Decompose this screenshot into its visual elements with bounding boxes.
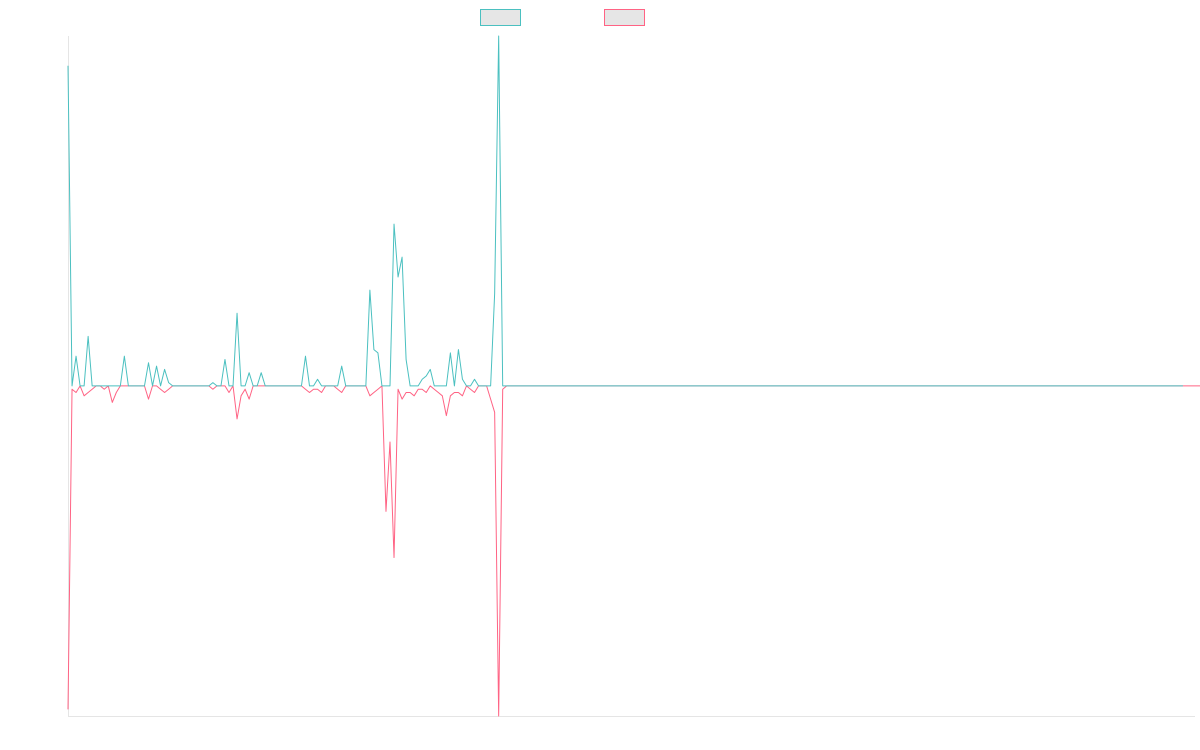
plot-area bbox=[67, 35, 1200, 717]
series-1-line bbox=[67, 35, 1183, 387]
legend-swatch-series-2[interactable] bbox=[604, 9, 645, 26]
series-2-line bbox=[67, 385, 1200, 717]
legend-swatch-series-1[interactable] bbox=[480, 9, 521, 26]
legend bbox=[480, 9, 645, 26]
axes bbox=[68, 36, 1195, 717]
